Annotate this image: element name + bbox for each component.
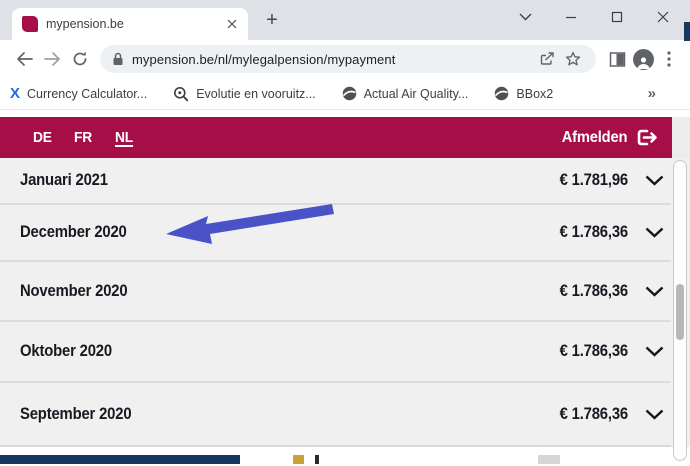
bookmark-evolutie[interactable]: Evolutie en vooruitz... <box>173 86 316 102</box>
footer-navy-bar <box>0 455 240 464</box>
side-panel-icon[interactable] <box>604 46 630 72</box>
menu-kebab-icon[interactable] <box>656 46 682 72</box>
lang-fr-link[interactable]: FR <box>74 129 93 146</box>
row-month: Januari 2021 <box>20 171 108 189</box>
row-month: November 2020 <box>20 281 128 300</box>
footer-gold-mark <box>293 455 304 464</box>
payments-list: Januari 2021 € 1.781,96 December 2020 € … <box>0 158 690 447</box>
tab-search-chevron-icon[interactable] <box>502 0 548 34</box>
row-amount: € 1.786,36 <box>559 223 629 241</box>
logout-button[interactable]: Afmelden <box>556 129 658 147</box>
globe-icon <box>495 86 509 101</box>
screen-edge-artifact <box>684 22 690 41</box>
site-header: DE FR NL Afmelden <box>0 117 672 158</box>
magnifier-icon <box>174 86 189 101</box>
url-text[interactable]: mypension.be/nl/mylegalpension/mypayment <box>132 51 396 67</box>
xe-x-icon: X <box>10 85 21 102</box>
bookmark-currency-calculator[interactable]: X Currency Calculator... <box>10 85 148 102</box>
maximize-button[interactable] <box>594 0 640 34</box>
minimize-button[interactable] <box>548 0 594 34</box>
payment-row-november-2020[interactable]: November 2020 € 1.786,36 <box>0 260 671 320</box>
footer-gray-mark <box>538 455 560 464</box>
chevron-down-icon[interactable] <box>642 175 666 186</box>
logout-icon <box>636 129 658 146</box>
row-amount: € 1.786,36 <box>559 404 629 423</box>
row-amount: € 1.786,36 <box>559 281 629 300</box>
share-icon[interactable] <box>534 46 560 72</box>
tab-title: mypension.be <box>46 17 124 31</box>
bookmark-air-quality[interactable]: Actual Air Quality... <box>342 86 468 101</box>
site-favicon <box>22 16 38 32</box>
bookmarks-overflow-chevron[interactable]: » <box>647 85 656 102</box>
browser-tab[interactable]: mypension.be <box>12 8 248 40</box>
profile-avatar[interactable] <box>630 46 656 72</box>
tab-close-icon[interactable] <box>224 16 240 32</box>
avatar <box>632 48 654 70</box>
chevron-down-icon[interactable] <box>642 346 666 357</box>
lang-nl-link[interactable]: NL <box>115 129 134 146</box>
bookmark-star-icon[interactable] <box>560 46 586 72</box>
forward-icon[interactable] <box>38 45 66 73</box>
scrollbar-thumb[interactable] <box>676 284 684 340</box>
payment-row-december-2020[interactable]: December 2020 € 1.786,36 <box>0 203 671 260</box>
row-amount: € 1.786,36 <box>559 342 629 360</box>
tab-strip: mypension.be + <box>0 0 690 40</box>
row-month: December 2020 <box>20 223 127 241</box>
lang-de-link[interactable]: DE <box>33 129 52 146</box>
payment-row-september-2020[interactable]: September 2020 € 1.786,36 <box>0 381 671 445</box>
row-month: Oktober 2020 <box>20 342 112 360</box>
window-controls <box>502 0 686 34</box>
browser-toolbar: mypension.be/nl/mylegalpension/mypayment <box>0 40 690 78</box>
page-bottom-strip <box>0 447 690 464</box>
chevron-down-icon[interactable] <box>642 227 666 238</box>
row-amount: € 1.781,96 <box>559 171 629 189</box>
back-icon[interactable] <box>10 45 38 73</box>
address-bar[interactable]: mypension.be/nl/mylegalpension/mypayment <box>100 45 596 73</box>
new-tab-button[interactable]: + <box>266 8 278 31</box>
chevron-down-icon[interactable] <box>642 286 666 297</box>
bookmarks-bar: X Currency Calculator... Evolutie en voo… <box>0 78 690 110</box>
bookmark-bbox2[interactable]: BBox2 <box>494 86 553 101</box>
payment-row-oktober-2020[interactable]: Oktober 2020 € 1.786,36 <box>0 320 671 381</box>
footer-dark-mark <box>315 455 319 464</box>
payment-row-januari-2021[interactable]: Januari 2021 € 1.781,96 <box>0 158 671 203</box>
header-side-strip <box>672 117 690 158</box>
lock-icon <box>113 52 123 65</box>
globe-icon <box>342 86 357 101</box>
page-top-gap <box>0 110 690 117</box>
close-window-button[interactable] <box>640 0 686 34</box>
refresh-icon[interactable] <box>66 45 94 73</box>
row-month: September 2020 <box>20 404 132 423</box>
chevron-down-icon[interactable] <box>642 409 666 420</box>
